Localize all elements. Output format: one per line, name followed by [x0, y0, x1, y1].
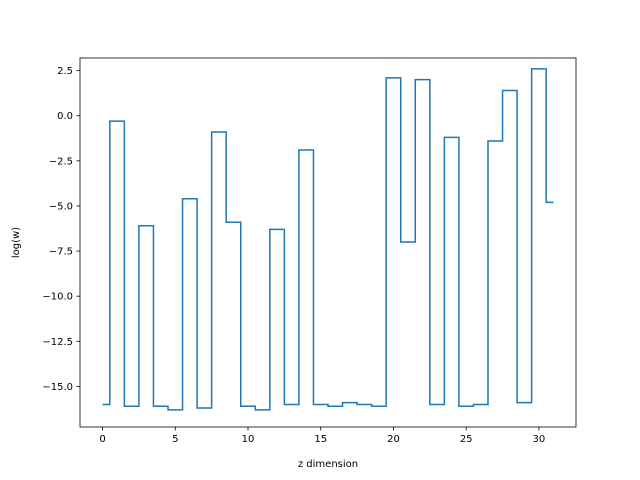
plot-frame [79, 57, 577, 428]
x-axis-ticks: 0 5 10 15 20 25 30 [99, 427, 545, 445]
x-tick-label: 0 [99, 434, 105, 445]
y-tick-label: 0.0 [57, 111, 73, 122]
plot-area [80, 58, 576, 427]
x-tick-label: 10 [242, 434, 255, 445]
y-axis-ticks: 2.5 0.0 −2.5 −5.0 −7.5 −10.0 −12.5 −15.0 [42, 66, 80, 393]
x-tick-label: 30 [533, 434, 546, 445]
x-axis-label: z dimension [298, 459, 358, 470]
y-tick-label: −7.5 [49, 247, 73, 258]
y-tick-label: −10.0 [42, 292, 73, 303]
y-tick-label: −2.5 [49, 156, 73, 167]
y-tick-label: −12.5 [42, 337, 73, 348]
x-tick-label: 20 [387, 434, 400, 445]
x-tick-label: 25 [460, 434, 473, 445]
series-layer [102, 68, 554, 411]
y-tick-label: −15.0 [42, 382, 73, 393]
x-tick-label: 5 [172, 434, 178, 445]
series-line [102, 68, 554, 411]
y-tick-label: 2.5 [57, 66, 73, 77]
x-tick-label: 15 [314, 434, 327, 445]
y-axis-label: log(w) [11, 227, 22, 258]
y-tick-label: −5.0 [49, 201, 73, 212]
